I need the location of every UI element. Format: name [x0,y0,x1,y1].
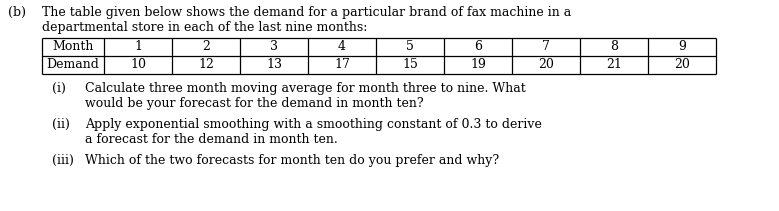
Text: 21: 21 [606,58,622,72]
Text: 17: 17 [334,58,350,72]
Text: (b): (b) [8,6,26,19]
Text: 8: 8 [610,41,618,54]
Text: 9: 9 [678,41,686,54]
Text: 1: 1 [134,41,142,54]
Text: 13: 13 [266,58,282,72]
Text: Month: Month [52,41,93,54]
Text: departmental store in each of the last nine months:: departmental store in each of the last n… [42,21,368,34]
Text: 3: 3 [270,41,278,54]
Text: 20: 20 [674,58,690,72]
Text: Calculate three month moving average for month three to nine. What: Calculate three month moving average for… [85,82,526,95]
Text: would be your forecast for the demand in month ten?: would be your forecast for the demand in… [85,97,424,110]
Text: (iii): (iii) [52,154,74,167]
Text: a forecast for the demand in month ten.: a forecast for the demand in month ten. [85,133,338,146]
Text: Apply exponential smoothing with a smoothing constant of 0.3 to derive: Apply exponential smoothing with a smoot… [85,118,542,131]
Text: The table given below shows the demand for a particular brand of fax machine in : The table given below shows the demand f… [42,6,571,19]
Text: 10: 10 [130,58,146,72]
Text: 4: 4 [338,41,346,54]
Text: 6: 6 [474,41,482,54]
Text: 15: 15 [402,58,418,72]
Text: 12: 12 [198,58,214,72]
Text: (i): (i) [52,82,66,95]
Text: (ii): (ii) [52,118,70,131]
Text: 5: 5 [406,41,414,54]
Text: 20: 20 [538,58,554,72]
Text: Which of the two forecasts for month ten do you prefer and why?: Which of the two forecasts for month ten… [85,154,499,167]
Text: Demand: Demand [47,58,100,72]
Text: 7: 7 [542,41,550,54]
Text: 2: 2 [202,41,210,54]
Text: 19: 19 [470,58,486,72]
